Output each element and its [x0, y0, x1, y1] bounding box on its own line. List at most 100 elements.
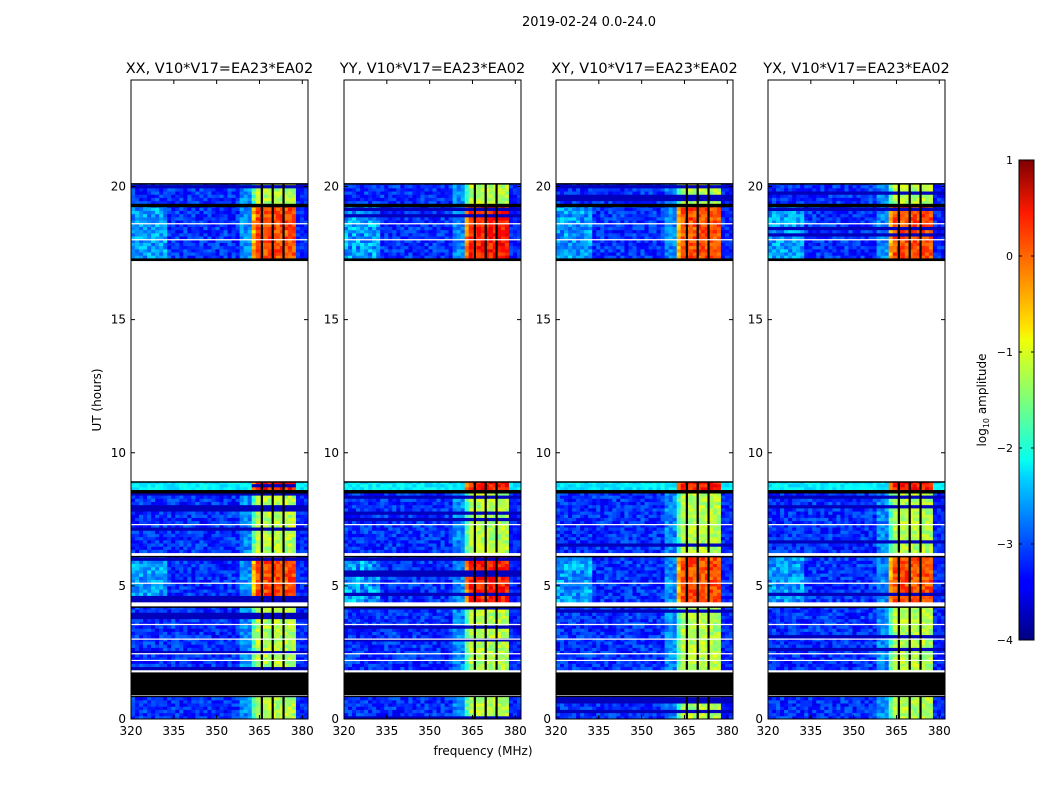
heatmap-cell [232, 487, 237, 491]
heatmap-cell [139, 663, 144, 667]
heatmap-cell [191, 557, 196, 561]
heatmap-cell [167, 226, 172, 230]
heatmap-cell [159, 549, 164, 553]
heatmap-cell [501, 635, 506, 639]
heatmap-cell [292, 498, 297, 502]
heatmap-cell [195, 511, 200, 515]
heatmap-cell [143, 508, 148, 512]
heatmap-cell [167, 242, 172, 246]
heatmap-cell [131, 188, 136, 192]
heatmap-cell [159, 514, 164, 518]
heatmap-cell [489, 703, 494, 707]
heatmap-cell [248, 546, 253, 550]
heatmap-cell [292, 210, 297, 214]
heatmap-cell [215, 570, 220, 574]
heatmap-cell [224, 201, 229, 205]
heatmap-cell [195, 546, 200, 550]
heatmap-cell [171, 567, 176, 571]
heatmap-cell [151, 537, 156, 541]
heatmap-cell [300, 511, 305, 515]
heatmap-cell [412, 713, 417, 717]
heatmap-cell [215, 543, 220, 547]
heatmap-cell [163, 242, 168, 246]
heatmap-cell [368, 709, 373, 713]
heatmap-cell [416, 697, 421, 701]
heatmap-cell [252, 628, 257, 632]
heatmap-cell [348, 631, 353, 635]
heatmap-cell [240, 527, 245, 531]
heatmap-cell [135, 191, 140, 195]
heatmap-cell [364, 663, 369, 667]
y-tick-label: 5 [118, 579, 126, 593]
heatmap-cell [187, 501, 192, 505]
heatmap-cell [167, 508, 172, 512]
heatmap-cell [171, 210, 176, 214]
heatmap-cell [396, 628, 401, 632]
heatmap-cell [191, 197, 196, 201]
heatmap-cell [163, 255, 168, 259]
heatmap-cell [360, 647, 365, 651]
heatmap-cell [248, 595, 253, 599]
heatmap-cell [155, 246, 160, 250]
heatmap-cell [179, 498, 184, 502]
heatmap-cell [276, 487, 281, 491]
heatmap-cell [187, 546, 192, 550]
heatmap-cell [388, 631, 393, 635]
heatmap-cell [232, 567, 237, 571]
heatmap-cell [224, 249, 229, 253]
heatmap-cell [232, 586, 237, 590]
heatmap-cell [457, 700, 462, 704]
heatmap-cell [215, 576, 220, 580]
heatmap-cell [131, 599, 136, 603]
heatmap-cell [151, 625, 156, 629]
heatmap-cell [288, 549, 293, 553]
heatmap-cell [215, 508, 220, 512]
heatmap-cell [240, 589, 245, 593]
heatmap-cell [224, 641, 229, 645]
heatmap-cell [167, 527, 172, 531]
heatmap-cell [441, 647, 446, 651]
heatmap-cell [183, 615, 188, 619]
heatmap-cell [195, 530, 200, 534]
heatmap-cell [348, 625, 353, 629]
heatmap-cell [224, 505, 229, 509]
heatmap-cell [469, 663, 474, 667]
heatmap-cell [203, 188, 208, 192]
heatmap-cell [292, 697, 297, 701]
heatmap-cell [240, 663, 245, 667]
heatmap-cell [300, 589, 305, 593]
heatmap-cell [147, 619, 152, 623]
heatmap-cell [143, 557, 148, 561]
heatmap-cell [372, 697, 377, 701]
heatmap-cell [163, 599, 168, 603]
heatmap-cell [256, 567, 261, 571]
heatmap-cell [300, 576, 305, 580]
heatmap-cell [171, 537, 176, 541]
heatmap-cell [199, 511, 204, 515]
heatmap-cell [159, 517, 164, 521]
heatmap-cell [179, 612, 184, 616]
colorbar-label-tail: amplitude [975, 354, 989, 418]
heatmap-cell [232, 557, 237, 561]
heatmap-cell [445, 625, 450, 629]
heatmap-cell [147, 537, 152, 541]
heatmap-cell [449, 625, 454, 629]
heatmap-cell [224, 527, 229, 531]
heatmap-cell [131, 533, 136, 537]
heatmap-cell [163, 557, 168, 561]
heatmap-cell [220, 557, 225, 561]
heatmap-cell [147, 517, 152, 521]
heatmap-cell [264, 543, 269, 547]
heatmap-cell [264, 508, 269, 512]
heatmap-cell [400, 628, 405, 632]
heatmap-cell [228, 543, 233, 547]
heatmap-cell [191, 194, 196, 198]
heatmap-cell [256, 185, 261, 189]
heatmap-cell [215, 635, 220, 639]
heatmap-cell [228, 495, 233, 499]
heatmap-cell [159, 635, 164, 639]
heatmap-cell [220, 592, 225, 596]
heatmap-cell [139, 252, 144, 256]
heatmap-cell [252, 533, 257, 537]
heatmap-cell [203, 543, 208, 547]
